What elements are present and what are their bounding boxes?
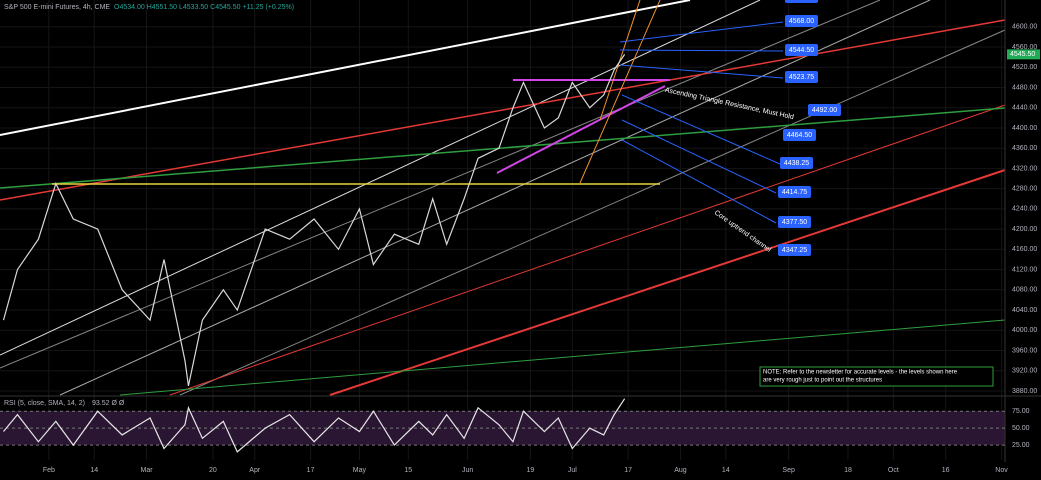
level-label: 4377.50 xyxy=(782,219,807,226)
level-box xyxy=(783,129,816,141)
y-tick-label: 4320.00 xyxy=(1012,165,1037,172)
x-tick-label: 17 xyxy=(624,467,632,474)
note-box xyxy=(759,366,994,387)
y-tick-label: 4520.00 xyxy=(1012,64,1037,71)
x-tick-label: Jul xyxy=(568,467,577,474)
y-tick-label: 4400.00 xyxy=(1012,125,1037,132)
y-tick-label: 4480.00 xyxy=(1012,84,1037,91)
level-box xyxy=(808,104,841,116)
level-label: 4414.75 xyxy=(782,189,807,196)
x-tick-label: Nov xyxy=(995,467,1008,474)
x-tick-label: 18 xyxy=(844,467,852,474)
x-tick-label: Feb xyxy=(43,467,55,474)
arrow xyxy=(621,139,777,224)
y-tick-label: 50.00 xyxy=(1012,425,1030,432)
trendline xyxy=(579,0,661,184)
arrow xyxy=(619,21,784,43)
trendline xyxy=(496,85,666,174)
y-tick-label: 4440.00 xyxy=(1012,105,1037,112)
level-label: 4544.50 xyxy=(789,47,814,54)
price-tag-label: 4545.50 xyxy=(1010,51,1035,58)
price-line xyxy=(2,54,626,387)
y-tick-label: 25.00 xyxy=(1012,442,1030,449)
level-label: 4492.00 xyxy=(812,107,837,114)
level-box xyxy=(778,216,811,228)
y-tick-label: 4360.00 xyxy=(1012,145,1037,152)
arrow xyxy=(621,119,777,194)
x-tick-label: 14 xyxy=(722,467,730,474)
level-box xyxy=(785,0,818,3)
y-tick-label: 3960.00 xyxy=(1012,347,1037,354)
level-label: 4591.00 xyxy=(789,0,814,1)
trendline xyxy=(329,169,1006,396)
trendline xyxy=(59,0,931,396)
x-tick-label: 19 xyxy=(527,467,535,474)
x-tick-label: 16 xyxy=(942,467,950,474)
ohlc: O4534.00 H4551.50 L4533.50 C4545.50 +11.… xyxy=(114,4,294,11)
y-tick-label: 4000.00 xyxy=(1012,327,1037,334)
y-tick-label: 4120.00 xyxy=(1012,266,1037,273)
y-tick-label: 4600.00 xyxy=(1012,24,1037,31)
level-label: 4464.50 xyxy=(787,132,812,139)
x-tick-label: 17 xyxy=(307,467,315,474)
rsi-readout: 93.52 Ø Ø xyxy=(92,400,125,407)
x-tick-label: Apr xyxy=(249,467,261,474)
x-tick-label: Mar xyxy=(141,467,154,474)
y-tick-label: 4040.00 xyxy=(1012,307,1037,314)
y-tick-label: 4160.00 xyxy=(1012,246,1037,253)
y-tick-label: 4560.00 xyxy=(1012,44,1037,51)
trendline xyxy=(0,0,691,136)
level-label: 4568.00 xyxy=(789,18,814,25)
level-box xyxy=(785,15,818,27)
x-tick-label: Oct xyxy=(888,467,899,474)
level-label: 4438.25 xyxy=(784,160,809,167)
level-box xyxy=(778,186,811,198)
level-box xyxy=(785,44,818,56)
level-label: 4523.75 xyxy=(789,74,814,81)
trendline xyxy=(179,29,1006,396)
level-box xyxy=(778,244,811,256)
level-box xyxy=(785,71,818,83)
arrow xyxy=(619,49,784,52)
rsi-title: RSI (5, close, SMA, 14, 2) xyxy=(4,400,85,407)
price-line xyxy=(3,398,626,453)
trendlines xyxy=(0,0,1006,396)
y-tick-label: 75.00 xyxy=(1012,408,1030,415)
y-tick-label: 4280.00 xyxy=(1012,185,1037,192)
arrow xyxy=(619,64,784,79)
y-tick-label: 4200.00 xyxy=(1012,226,1037,233)
trendline xyxy=(119,319,1006,396)
x-tick-label: May xyxy=(353,467,367,474)
x-tick-label: 14 xyxy=(90,467,98,474)
x-tick-label: Jun xyxy=(462,467,473,474)
price-tag xyxy=(1007,49,1040,60)
trendline xyxy=(0,19,1006,201)
trendline xyxy=(0,0,761,356)
y-tick-label: 4240.00 xyxy=(1012,206,1037,213)
x-tick-label: Aug xyxy=(674,467,687,474)
trendline xyxy=(599,0,641,121)
chart-title: S&P 500 E-mini Futures, 4h, CME xyxy=(4,4,110,11)
level-box xyxy=(780,157,813,169)
arrow xyxy=(621,94,781,165)
x-tick-label: 15 xyxy=(404,467,412,474)
trendline xyxy=(0,107,1006,189)
y-tick-label: 4080.00 xyxy=(1012,287,1037,294)
x-tick-label: Sep xyxy=(782,467,795,474)
level-label: 4347.25 xyxy=(782,247,807,254)
y-tick-label: 3920.00 xyxy=(1012,368,1037,375)
note: are very rough just to point out the str… xyxy=(763,378,882,384)
note: NOTE: Refer to the newsletter for accura… xyxy=(763,370,958,376)
y-tick-label: 3880.00 xyxy=(1012,388,1037,395)
x-tick-label: 20 xyxy=(209,467,217,474)
trendline xyxy=(169,104,1006,396)
rsi-band xyxy=(0,411,1005,445)
